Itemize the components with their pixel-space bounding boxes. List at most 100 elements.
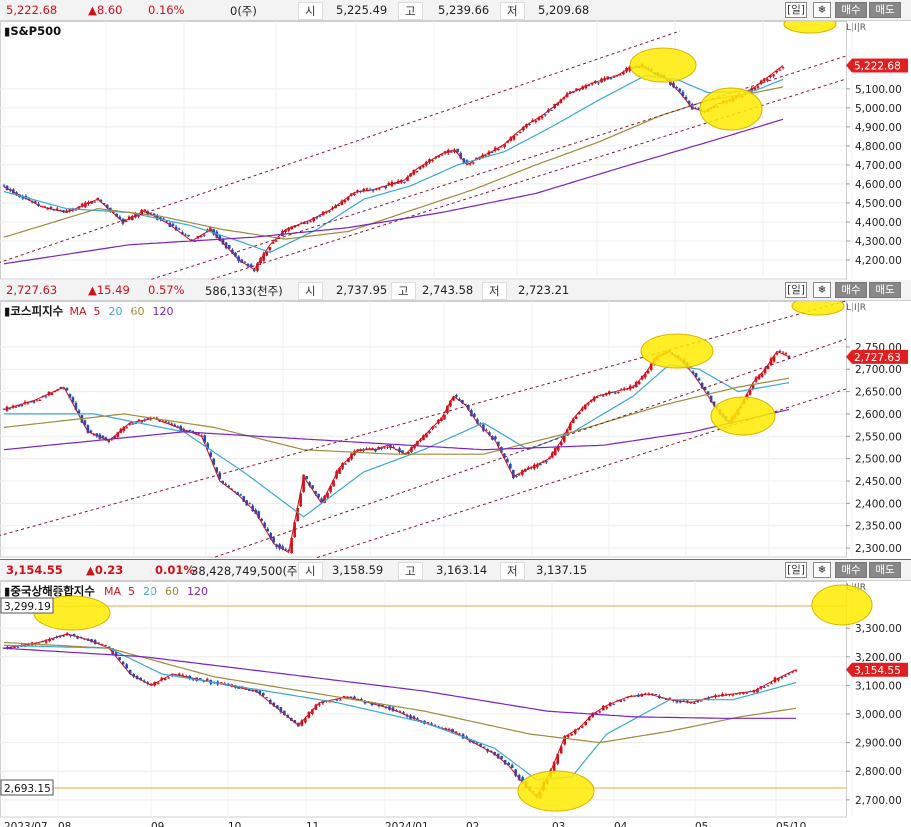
candle-body <box>591 712 595 717</box>
candle-body <box>421 165 425 168</box>
candle-body <box>434 157 438 159</box>
settings-gear-icon[interactable]: ❄ <box>813 282 831 298</box>
candle-body <box>514 769 517 776</box>
candle-body <box>124 221 128 223</box>
chart-shanghai[interactable]: 3,300.00 3,200.00 3,100.00 3,000.00 2,900.00… <box>0 581 911 827</box>
volume: 586,133(천주) <box>205 284 283 298</box>
candle-body <box>114 651 118 657</box>
sell-button[interactable]: 매도 <box>869 562 901 578</box>
candle-body <box>521 777 524 782</box>
candle-body <box>159 217 162 220</box>
candle-body <box>203 435 207 443</box>
candle-body <box>568 423 572 431</box>
candle-body <box>681 91 685 97</box>
candle-body <box>616 391 620 393</box>
candle-body <box>751 384 755 390</box>
candle-body <box>59 209 62 211</box>
buy-button[interactable]: 매수 <box>835 282 867 298</box>
candle-body <box>770 683 773 685</box>
change-pct: 0.57% <box>148 283 185 297</box>
candle-body <box>571 418 575 423</box>
candle-body <box>118 216 122 219</box>
candle-body <box>83 420 87 426</box>
highlight-ellipse <box>640 333 714 369</box>
legend-title: ▮코스피지수 <box>4 304 64 318</box>
candle-body <box>323 496 326 503</box>
candle-body <box>756 86 760 88</box>
candle-body <box>131 423 135 425</box>
candle-body <box>454 731 458 733</box>
candle-body <box>522 126 525 131</box>
candle-body <box>679 701 682 703</box>
change: ▲8.60 <box>88 3 123 17</box>
chart-kospi[interactable]: 2,750.002,700.002,650.002,600.002,550.00… <box>0 301 911 558</box>
period-day-button[interactable]: [일] <box>785 562 807 578</box>
ma-line <box>3 641 797 744</box>
candle-body <box>271 242 275 244</box>
candle-body <box>668 698 672 700</box>
candle-body <box>258 690 262 695</box>
candle-body <box>500 146 503 148</box>
candle-body <box>224 483 228 485</box>
candle-body <box>190 239 194 241</box>
candle-body <box>219 682 223 684</box>
candle-body <box>160 677 163 681</box>
candle-body <box>475 742 479 744</box>
buy-button[interactable]: 매수 <box>835 562 867 578</box>
candle-body <box>562 433 566 442</box>
buy-button[interactable]: 매수 <box>835 2 867 18</box>
candle-body <box>565 93 569 98</box>
settings-gear-icon[interactable]: ❄ <box>813 2 831 18</box>
candle-body <box>174 226 178 231</box>
highlight-ellipse <box>791 301 845 316</box>
candle-body <box>296 508 299 522</box>
candle-body <box>626 697 630 699</box>
low-value: 3,137.15 <box>536 563 588 577</box>
candle-body <box>490 151 494 153</box>
last-price: 5,222.68 <box>6 3 58 17</box>
candle-body <box>181 232 184 235</box>
ma-line <box>3 118 784 265</box>
y-tick-label: 2,650.00 <box>855 387 902 399</box>
candle-body <box>162 218 165 220</box>
candle-body <box>539 463 542 466</box>
candle-body <box>665 698 668 700</box>
candle-body <box>646 370 650 374</box>
highlight-ellipse <box>629 47 697 83</box>
candle-body <box>272 537 275 543</box>
period-day-button[interactable]: [일] <box>785 2 807 18</box>
x-tick-label: 09 <box>151 821 164 827</box>
period-day-button[interactable]: [일] <box>785 282 807 298</box>
settings-gear-icon[interactable]: ❄ <box>813 562 831 578</box>
last-value-label: 5,222.68 <box>854 61 901 73</box>
sell-button[interactable]: 매도 <box>869 2 901 18</box>
y-tick-label: 4,400.00 <box>855 217 902 229</box>
candle-body <box>194 432 198 434</box>
legend-ma-20: 20 <box>109 305 123 318</box>
candle-body <box>227 485 231 488</box>
candle-body <box>428 431 431 434</box>
candle-body <box>269 533 272 539</box>
candle-body <box>240 259 244 263</box>
y-tick-label: 4,700.00 <box>855 160 902 172</box>
candle-body <box>406 176 409 182</box>
candle-body <box>326 492 329 498</box>
candle-body <box>137 214 140 217</box>
low-label: 저 <box>482 282 507 300</box>
channel-line <box>210 338 847 558</box>
lir-label: L|I|R <box>846 303 866 313</box>
candle-body <box>612 703 616 705</box>
candle-body <box>597 82 600 84</box>
candle-body <box>318 215 322 217</box>
candle-body <box>182 429 186 432</box>
candle-body <box>276 705 279 709</box>
sell-button[interactable]: 매도 <box>869 282 901 298</box>
candle-body <box>340 200 344 206</box>
candle-body <box>687 101 691 105</box>
candle-body <box>422 435 425 441</box>
candle-body <box>496 753 500 759</box>
chart-sp500[interactable]: 5,100.00 5,000.00 4,900.00 4,800.00 4,700.00… <box>0 21 911 280</box>
candle-body <box>251 505 254 512</box>
quote-bar: 5,222.68 ▲8.60 0.16% 0(주) 시 5,225.49 고 5… <box>0 0 911 21</box>
candle-body <box>227 245 231 249</box>
